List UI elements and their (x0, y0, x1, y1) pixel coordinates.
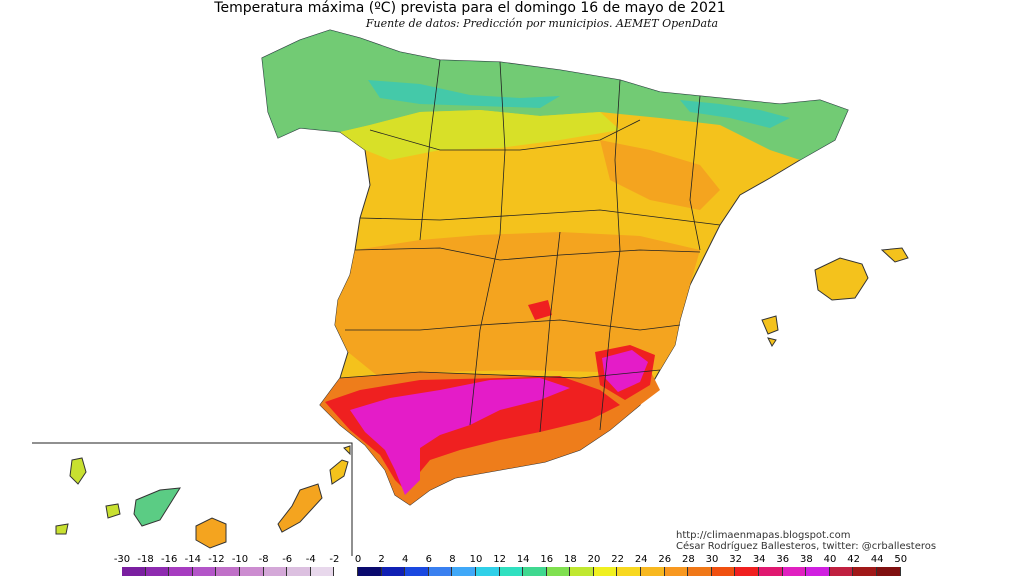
credits: http://climaenmapas.blogspot.com César R… (676, 530, 936, 552)
legend-label: 38 (800, 554, 813, 565)
legend-swatch (711, 567, 736, 576)
legend-label: -10 (231, 554, 249, 565)
legend-swatch (735, 567, 760, 576)
legend-swatch (192, 567, 217, 576)
legend-swatch (216, 567, 240, 576)
legend-swatch (523, 567, 547, 576)
guadalquivir-magenta-zone (350, 378, 570, 495)
legend-color-bar (122, 567, 901, 576)
legend-swatch (617, 567, 642, 576)
legend-swatch (239, 567, 264, 576)
legend-label: 0 (354, 554, 362, 565)
segura-magenta-zone (602, 350, 648, 392)
gran-canaria (195, 517, 227, 549)
center-north-band (340, 110, 620, 160)
canary-inset-frame (32, 442, 353, 556)
legend-swatch (357, 567, 382, 576)
legend-swatch (122, 567, 146, 576)
credit-author: César Rodríguez Ballesteros, twitter: @c… (676, 541, 937, 552)
formentera (767, 337, 777, 347)
legend-label: 36 (776, 554, 790, 565)
legend-label: 18 (564, 554, 577, 565)
lanzarote (329, 459, 349, 485)
legend-label: -16 (161, 554, 178, 565)
legend-label: 24 (634, 554, 648, 565)
legend-label: 50 (894, 554, 908, 565)
legend-swatch (452, 567, 476, 576)
legend-label: 28 (682, 554, 695, 565)
legend-label: 12 (493, 554, 506, 565)
color-legend: -30 -18 -16 -14 -12 -10 -8 -6 -4 -2 0 2 4 6 8 10 12 14 16 1… (110, 554, 936, 576)
legend-label: -12 (208, 554, 225, 565)
legend-label: -30 (113, 554, 131, 565)
north-cyan-band (368, 80, 560, 108)
legend-label: 32 (729, 554, 742, 565)
legend-swatch (546, 567, 571, 576)
legend-swatch (428, 567, 453, 576)
legend-swatch (593, 567, 618, 576)
ebro-orange (600, 140, 720, 210)
tenerife (133, 487, 181, 527)
legend-label: 34 (752, 554, 766, 565)
la-palma (69, 457, 87, 485)
fuerteventura (277, 483, 323, 533)
legend-label: -6 (282, 554, 293, 565)
legend-swatch (287, 567, 311, 576)
legend-swatch (877, 567, 901, 576)
legend-swatch (475, 567, 500, 576)
legend-label: 26 (658, 554, 672, 565)
legend-label: 22 (611, 554, 624, 565)
legend-label: 44 (870, 554, 884, 565)
legend-label: 14 (516, 554, 530, 565)
legend-label: 42 (847, 554, 860, 565)
legend-swatch (806, 567, 830, 576)
legend-swatch (334, 567, 358, 576)
legend-swatch (664, 567, 689, 576)
mallorca (814, 257, 869, 301)
legend-swatch (688, 567, 712, 576)
legend-label: -18 (137, 554, 154, 565)
legend-label: -14 (184, 554, 201, 565)
legend-label: -4 (305, 554, 316, 565)
credit-url: http://climaenmapas.blogspot.com (676, 530, 851, 541)
legend-swatch (405, 567, 429, 576)
legend-labels: -30 -18 -16 -14 -12 -10 -8 -6 -4 -2 0 2 4 6 8 10 12 14 16 1… (110, 554, 936, 566)
region-borders (339, 59, 721, 433)
legend-label: 2 (378, 554, 385, 565)
legend-swatch (570, 567, 594, 576)
legend-swatch (381, 567, 406, 576)
legend-swatch (853, 567, 877, 576)
legend-label: 10 (469, 554, 483, 565)
legend-swatch (782, 567, 807, 576)
legend-label: 6 (425, 554, 432, 565)
legend-label: -8 (258, 554, 269, 565)
la-gomera (105, 503, 121, 519)
madrid-red-spot (528, 300, 552, 320)
pyrenees-cyan (680, 100, 790, 128)
legend-swatch (641, 567, 665, 576)
legend-swatch (145, 567, 170, 576)
north-cool-band (262, 30, 848, 160)
map-title: Temperatura máxima (ºC) prevista para el… (214, 0, 726, 16)
legend-label: 8 (449, 554, 456, 565)
legend-label: 4 (402, 554, 409, 565)
legend-label: 30 (705, 554, 719, 565)
islet (343, 445, 351, 456)
legend-swatch (169, 567, 193, 576)
legend-swatch (499, 567, 524, 576)
legend-label: -2 (329, 554, 340, 565)
legend-label: 16 (540, 554, 554, 565)
map-subtitle: Fuente de datos: Predicción por municipi… (365, 17, 719, 30)
menorca (880, 247, 909, 263)
ibiza (761, 315, 779, 335)
legend-swatch (310, 567, 335, 576)
legend-label: 20 (587, 554, 601, 565)
legend-swatch (263, 567, 288, 576)
legend-swatch (829, 567, 854, 576)
legend-swatch (759, 567, 783, 576)
legend-label: 40 (823, 554, 837, 565)
el-hierro (55, 523, 69, 535)
